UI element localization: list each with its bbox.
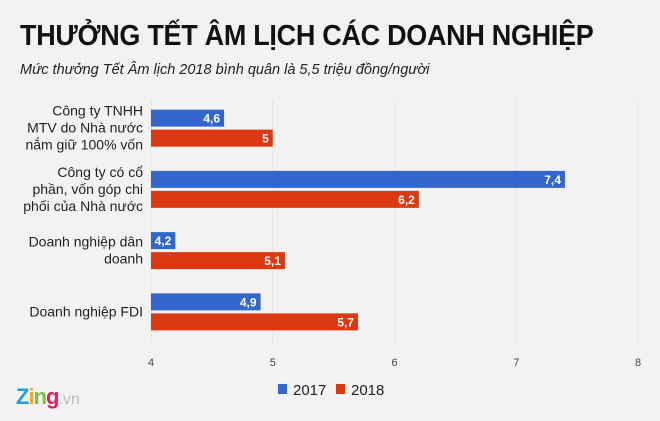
data-label: 5,1 bbox=[264, 254, 281, 268]
x-tick-label: 7 bbox=[513, 357, 519, 369]
category-label: Doanh nghiệp dân bbox=[29, 234, 143, 250]
data-label: 5,7 bbox=[337, 315, 354, 329]
x-tick-label: 8 bbox=[635, 357, 641, 369]
x-tick-label: 4 bbox=[148, 357, 154, 369]
x-tick-label: 6 bbox=[391, 357, 397, 369]
data-label: 7,4 bbox=[544, 173, 561, 187]
data-label: 6,2 bbox=[398, 193, 415, 207]
legend-swatch-2018 bbox=[336, 384, 345, 394]
x-tick-label: 5 bbox=[270, 357, 276, 369]
bar-2018 bbox=[151, 252, 285, 270]
legend-label: 2018 bbox=[351, 382, 384, 399]
category-label: Công ty có cổ bbox=[57, 164, 143, 180]
category-label: Doanh nghiệp FDI bbox=[29, 303, 143, 319]
bar-2017 bbox=[151, 293, 261, 311]
bar-2018 bbox=[151, 313, 358, 331]
category-label: doanh bbox=[104, 251, 143, 267]
legend-label: 2017 bbox=[293, 382, 326, 399]
category-label: phần, vốn góp chi bbox=[32, 181, 143, 197]
data-label: 4,6 bbox=[203, 112, 220, 126]
category-label: phối của Nhà nước bbox=[23, 198, 143, 214]
legend-swatch-2017 bbox=[278, 384, 287, 394]
zing-logo: Zing.vn bbox=[16, 384, 80, 409]
bar-2018 bbox=[151, 129, 273, 147]
data-label: 4,9 bbox=[240, 295, 257, 309]
bar-2017 bbox=[151, 232, 176, 250]
bar-2018 bbox=[151, 190, 419, 208]
data-label: 4,2 bbox=[155, 234, 172, 248]
chart-title: THƯỞNG TẾT ÂM LỊCH CÁC DOANH NGHIỆP bbox=[20, 20, 594, 52]
bar-2017 bbox=[151, 170, 565, 188]
data-label: 5 bbox=[262, 132, 269, 146]
category-label: nắm giữ 100% vốn bbox=[25, 137, 143, 153]
chart-subtitle: Mức thưởng Tết Âm lịch 2018 bình quân là… bbox=[20, 62, 430, 78]
category-label: MTV do Nhà nước bbox=[27, 120, 143, 136]
category-label: Công ty TNHH bbox=[52, 103, 143, 119]
bar-2017 bbox=[151, 109, 225, 127]
